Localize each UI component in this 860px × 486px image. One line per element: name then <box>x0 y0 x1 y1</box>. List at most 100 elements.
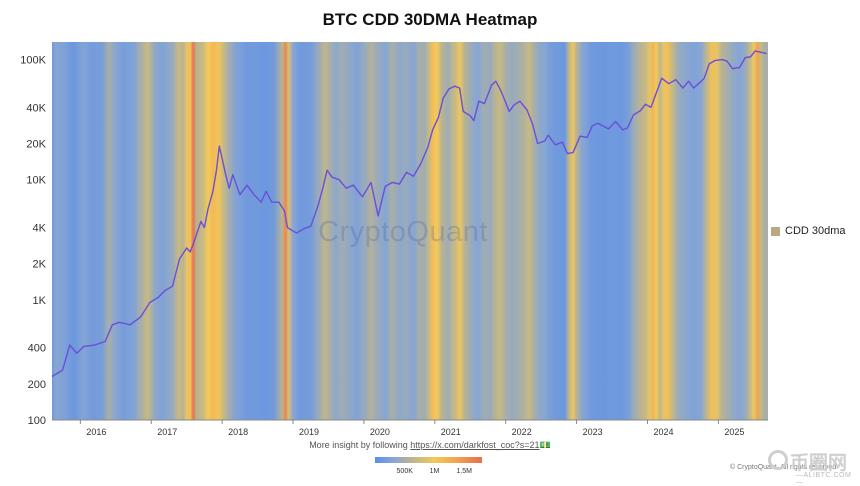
heatmap-band <box>212 42 215 420</box>
heatmap-band <box>324 42 327 420</box>
heatmap-band <box>429 42 431 420</box>
money-icon: 💵 <box>539 440 551 450</box>
y-tick-label: 400 <box>28 343 46 355</box>
footer-link[interactable]: https://x.com/darkfost_coc?s=21 <box>410 440 540 450</box>
heatmap-band <box>229 42 232 420</box>
heatmap-band <box>688 42 691 420</box>
y-tick-label: 100K <box>20 55 46 67</box>
heatmap-band <box>653 42 655 420</box>
brand-logo-text: 币圈网 <box>790 453 848 474</box>
y-tick-label: 4K <box>33 223 47 235</box>
heatmap-band <box>764 42 766 420</box>
x-tick-label: 2017 <box>157 427 177 437</box>
colorbar: 500K 1M 1.5M <box>375 457 482 475</box>
chart-title: BTC CDD 30DMA Heatmap <box>322 10 538 29</box>
heatmap-band <box>161 42 166 420</box>
heatmap-band <box>582 42 586 420</box>
heatmap-background <box>52 42 768 420</box>
heatmap-band <box>441 42 444 420</box>
heatmap-band <box>573 42 575 420</box>
heatmap-band <box>246 42 251 420</box>
heatmap-band <box>655 42 658 420</box>
x-tick-label: 2019 <box>299 427 319 437</box>
heatmap-band <box>115 42 119 420</box>
heatmap-band <box>122 42 127 420</box>
heatmap-band <box>406 42 409 420</box>
heatmap-band <box>459 42 462 420</box>
heatmap-band <box>484 42 487 420</box>
y-tick-label: 10K <box>26 175 46 187</box>
heatmap-band <box>667 42 670 420</box>
heatmap-band <box>133 42 137 420</box>
heatmap-band <box>663 42 665 420</box>
brand-logo-subtext: —ALIBTC.COM— <box>796 472 852 486</box>
heatmap-band <box>500 42 503 420</box>
heatmap-band <box>147 42 151 420</box>
heatmap-band <box>649 42 651 420</box>
heatmap-band <box>356 42 360 420</box>
footer-insight: More insight by following https://x.com/… <box>0 440 860 451</box>
heatmap-band <box>202 42 205 420</box>
heatmap-band <box>733 42 736 420</box>
heatmap-band <box>672 42 675 420</box>
brand-logo: 币圈网 —ALIBTC.COM— <box>768 448 858 486</box>
heatmap-band <box>716 42 719 420</box>
brand-logo-icon <box>768 450 788 470</box>
y-tick-label: 200 <box>28 379 46 391</box>
heatmap-band <box>178 42 180 420</box>
heatmap-band <box>707 42 709 420</box>
heatmap-band <box>693 42 697 420</box>
heatmap-band <box>471 42 474 420</box>
colorbar-tick-label: 1M <box>430 468 440 475</box>
heatmap-band <box>378 42 381 420</box>
heatmap-band <box>413 42 416 420</box>
legend[interactable]: CDD 30dma <box>771 225 846 237</box>
heatmap-band <box>612 42 616 420</box>
heatmap-band <box>300 42 304 420</box>
heatmap-band <box>73 42 77 420</box>
heatmap-band <box>52 42 54 420</box>
x-tick-label: 2020 <box>370 427 390 437</box>
heatmap-band <box>544 42 547 420</box>
heatmap-band <box>627 42 631 420</box>
heatmap-band <box>101 42 105 420</box>
y-tick-label: 2K <box>33 259 47 271</box>
heatmap-band <box>539 42 542 420</box>
heatmap-band <box>745 42 748 420</box>
heatmap-band <box>55 42 59 420</box>
x-tick-label: 2016 <box>86 427 106 437</box>
heatmap-band <box>750 42 752 420</box>
heatmap-band <box>172 42 175 420</box>
heatmap-band <box>564 42 567 420</box>
heatmap-band <box>700 42 704 420</box>
heatmap-band <box>640 42 643 420</box>
heatmap-band <box>419 42 421 420</box>
footer-text: More insight by following <box>309 440 411 450</box>
heatmap-band <box>223 42 226 420</box>
heatmap-band <box>399 42 402 420</box>
heatmap-band <box>523 42 526 420</box>
heatmap-band <box>516 42 519 420</box>
heatmap-band <box>218 42 221 420</box>
heatmap-band <box>285 42 287 420</box>
heatmap-band <box>576 42 579 420</box>
heatmap-band <box>335 42 339 420</box>
heatmap-band <box>760 42 763 420</box>
heatmap-band <box>273 42 277 420</box>
x-axis: 2016 2017 2018 2019 2020 2021 2022 2023 2024 2025 <box>52 419 768 437</box>
y-axis: 100 200 400 1K 2K 4K 10K 20K 40K 100K <box>20 55 46 427</box>
heatmap-band <box>424 42 426 420</box>
heatmap-band <box>739 42 742 420</box>
heatmap-band <box>186 42 188 420</box>
heatmap-band <box>490 42 492 420</box>
heatmap-band <box>511 42 514 420</box>
heatmap-band <box>317 42 321 420</box>
heatmap-band <box>385 42 388 420</box>
heatmap-band <box>505 42 508 420</box>
heatmap-band <box>207 42 210 420</box>
x-tick-label: 2018 <box>228 427 248 437</box>
heatmap-band <box>236 42 241 420</box>
heatmap-band <box>83 42 87 420</box>
heatmap-band <box>349 42 353 420</box>
heatmap-band <box>549 42 553 420</box>
